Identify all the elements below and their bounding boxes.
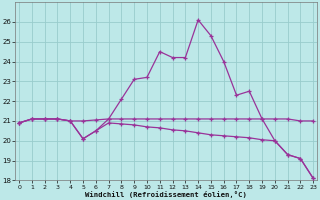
X-axis label: Windchill (Refroidissement éolien,°C): Windchill (Refroidissement éolien,°C) xyxy=(85,191,247,198)
